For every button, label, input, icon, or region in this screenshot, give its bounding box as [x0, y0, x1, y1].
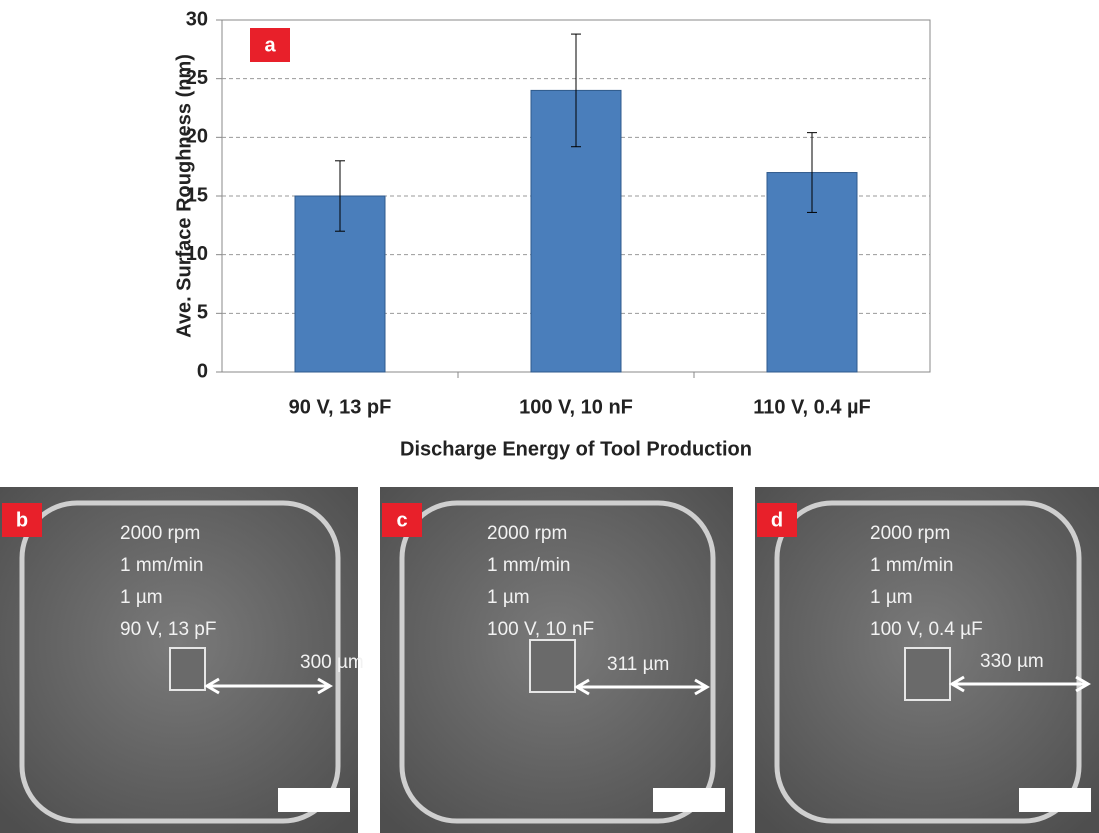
y-tick-label: 20: [186, 126, 208, 148]
panel-label: c: [396, 509, 407, 531]
y-tick-label: 25: [186, 67, 208, 89]
tool-square: [530, 640, 575, 692]
parameter-text: 90 V, 13 pF: [120, 619, 216, 640]
parameter-text: 100 V, 10 nF: [487, 619, 594, 640]
y-tick-label: 5: [197, 302, 208, 324]
measurement-label: 311 µm: [607, 654, 669, 675]
parameter-text: 1 mm/min: [487, 555, 570, 576]
figure: a Ave. Surface Roughness (nm) Discharge …: [0, 0, 1099, 833]
parameter-text: 2000 rpm: [870, 523, 950, 544]
y-tick-label: 10: [186, 243, 208, 265]
scale-bar: [1019, 788, 1091, 812]
parameter-text: 1 µm: [870, 587, 913, 608]
parameter-text: 1 µm: [487, 587, 530, 608]
y-tick-label: 0: [197, 360, 208, 382]
panel-label: d: [771, 509, 783, 531]
y-tick-label: 15: [186, 184, 208, 206]
x-tick-label: 110 V, 0.4 µF: [753, 396, 871, 418]
tool-square: [905, 648, 950, 700]
parameter-text: 1 mm/min: [870, 555, 953, 576]
y-tick-label: 30: [186, 8, 208, 30]
scale-bar: [653, 788, 725, 812]
parameter-text: 2000 rpm: [487, 523, 567, 544]
parameter-text: 2000 rpm: [120, 523, 200, 544]
x-axis-title: Discharge Energy of Tool Production: [400, 438, 752, 460]
panel-label: b: [16, 509, 28, 531]
parameter-text: 1 mm/min: [120, 555, 203, 576]
x-tick-label: 100 V, 10 nF: [519, 396, 633, 418]
x-tick-label: 90 V, 13 pF: [289, 396, 392, 418]
measurement-label: 330 µm: [980, 651, 1044, 672]
scale-bar: [278, 788, 350, 812]
tool-square: [170, 648, 205, 690]
parameter-text: 100 V, 0.4 µF: [870, 619, 983, 640]
panel-label: a: [264, 34, 276, 56]
parameter-text: 1 µm: [120, 587, 163, 608]
measurement-label: 300 µm: [300, 652, 364, 673]
